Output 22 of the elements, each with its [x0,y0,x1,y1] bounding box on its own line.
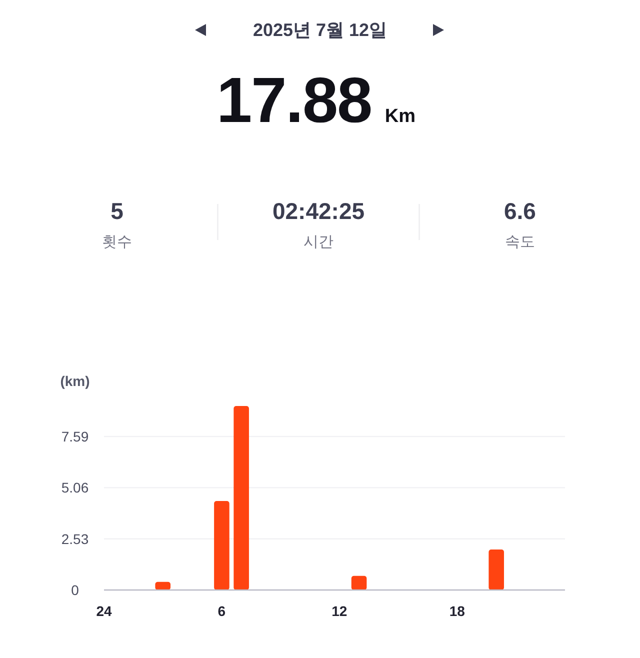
x-tick-label: 12 [332,603,348,619]
y-tick-label: 2.53 [61,530,89,547]
text: 시간 [304,234,334,250]
bar [234,406,249,590]
y-tick-label: 0 [71,582,80,598]
y-tick-label: 5.06 [61,480,89,496]
chart-title: 2025년 7월 12일 [252,20,388,40]
bar [351,576,367,590]
x-tick-label: 24 [96,603,112,619]
y-tick-label: 7.59 [61,428,89,445]
text: 02:42:25 [272,198,365,224]
text: 속도 [505,234,535,250]
y-axis-title: (km) [60,373,90,389]
text: 6.6 [504,198,536,224]
bar [155,582,170,590]
chart-subtitle: 17.88 Km [216,64,416,136]
x-tick-label: 6 [218,603,226,619]
text: 횟수 [102,234,132,250]
bar [214,501,230,590]
text: 5 [110,198,124,224]
bar [488,550,504,590]
x-tick-label: 18 [449,603,466,619]
